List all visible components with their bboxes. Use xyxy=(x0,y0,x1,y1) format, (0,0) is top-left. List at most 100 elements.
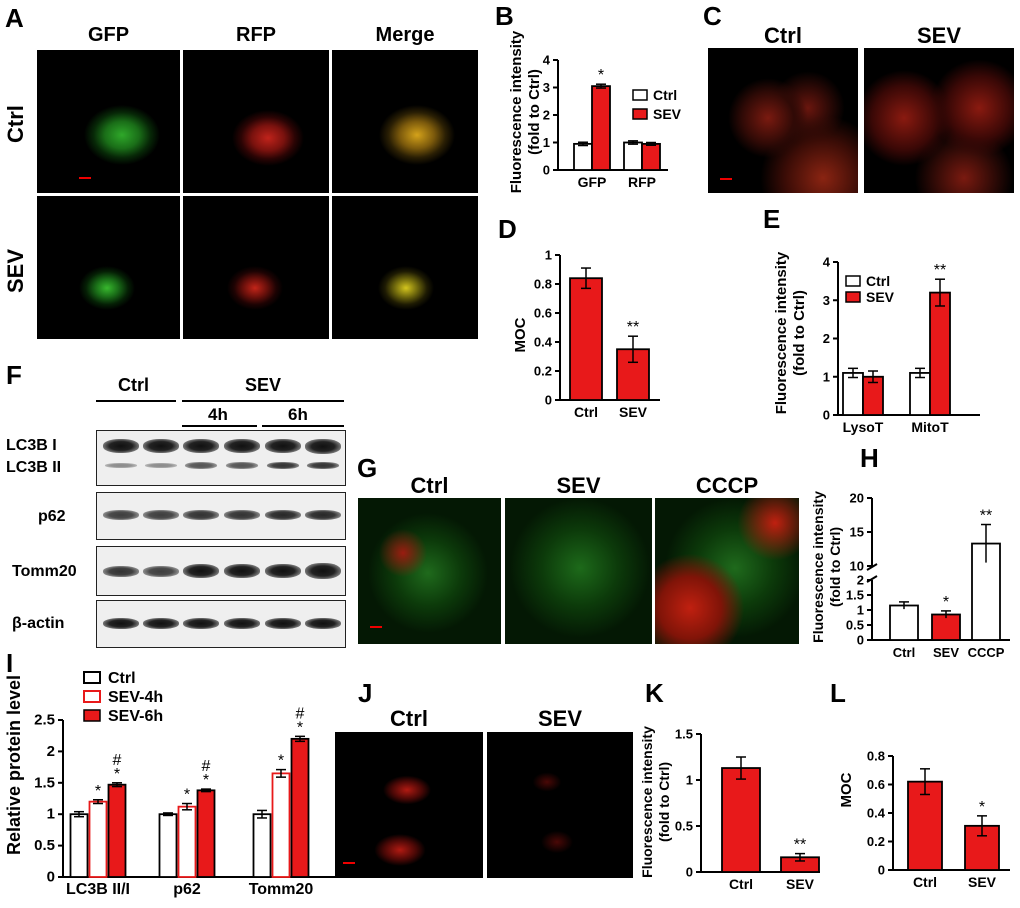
panel-label-E: E xyxy=(763,204,781,234)
e-bar xyxy=(842,372,864,416)
d-bar xyxy=(616,348,650,401)
panel-label-L: L xyxy=(830,678,846,708)
i-bar xyxy=(177,805,197,878)
h-ylabel-1: Fluorescence intensity xyxy=(810,491,826,643)
f-ctrl-label: Ctrl xyxy=(118,375,149,395)
k-ylabel-1: Fluorescence intensity xyxy=(639,726,655,878)
d-ylabel: MOC xyxy=(512,317,529,352)
f-row-bactin: β-actin xyxy=(12,615,65,632)
i-bar xyxy=(252,813,272,878)
j-col-sev: SEV xyxy=(537,706,583,731)
i-legend-ctrl: Ctrl xyxy=(108,670,136,687)
b-bar xyxy=(641,142,661,171)
l-ytick-label: 0 xyxy=(878,863,885,878)
i-bar xyxy=(290,737,310,878)
h-sig-mark: * xyxy=(943,594,949,611)
e-ytick-label: 2 xyxy=(823,331,830,346)
i-legend-sev6h-swatch xyxy=(83,709,101,722)
i-bar xyxy=(196,789,216,878)
panel-label-F: F xyxy=(6,360,22,390)
i-bar xyxy=(69,813,89,878)
k-ytick-label: 0 xyxy=(686,865,693,880)
f-row-tomm20: Tomm20 xyxy=(12,563,77,580)
i-ytick-label: 1 xyxy=(47,806,55,823)
panel-label-G: G xyxy=(357,453,378,483)
panel-label-D: D xyxy=(498,214,517,244)
f-4h-line xyxy=(182,425,257,427)
i-ytick-label: 2 xyxy=(47,743,55,760)
j-ctrl-image xyxy=(335,732,483,878)
i-xtick-label: p62 xyxy=(173,881,201,898)
l-xtick-label: Ctrl xyxy=(913,874,937,890)
c-sev-image xyxy=(864,48,1014,193)
i-legend-ctrl-swatch xyxy=(83,671,101,684)
k-sig-mark: ** xyxy=(794,837,806,854)
d-ytick-label: 0 xyxy=(545,393,552,408)
f-row-lc3bi: LC3B I xyxy=(6,437,57,454)
l-bar xyxy=(907,780,943,871)
panel-label-I: I xyxy=(6,648,14,678)
a-ctrl-merge-image xyxy=(332,50,478,193)
j-col-ctrl: Ctrl xyxy=(390,706,428,731)
e-ylabel-2: (fold to Ctrl) xyxy=(791,290,808,376)
b-bar xyxy=(623,141,643,171)
d-ytick-label: 1 xyxy=(545,248,552,263)
h-xtick-label: Ctrl xyxy=(893,645,915,660)
g-sev-image xyxy=(505,498,652,644)
g-cccp-image xyxy=(655,498,799,644)
l-ytick-label: 0.6 xyxy=(867,777,885,792)
i-sig-mark: # xyxy=(296,705,305,722)
f-row-lc3bii: LC3B II xyxy=(6,459,62,476)
f-blot-bactin xyxy=(96,600,346,648)
l-xtick-label: SEV xyxy=(968,874,997,890)
d-ytick-label: 0.8 xyxy=(534,277,552,292)
b-ytick-label: 0 xyxy=(543,163,550,178)
f-blot-tomm20 xyxy=(96,546,346,596)
l-sig-mark: * xyxy=(979,799,985,816)
a-ctrl-rfp-image xyxy=(183,50,329,193)
h-ytick-label: 10 xyxy=(850,559,864,574)
e-ytick-label: 4 xyxy=(823,255,831,270)
a-ctrl-gfp-image xyxy=(37,50,180,193)
f-sev-line xyxy=(182,400,344,402)
b-legend-ctrl: Ctrl xyxy=(653,87,677,103)
e-ytick-label: 3 xyxy=(823,293,830,308)
e-ytick-label: 1 xyxy=(823,369,830,384)
f-blot-lc3b xyxy=(96,430,346,486)
b-ylabel-1: Fluorescence intensity xyxy=(508,30,525,193)
f-sev-label: SEV xyxy=(245,375,282,395)
b-sig-mark: * xyxy=(598,67,604,84)
i-sig-mark: # xyxy=(202,758,211,775)
a-col-rfp: RFP xyxy=(236,24,276,46)
b-bar xyxy=(573,142,593,171)
i-sig-mark: * xyxy=(203,772,209,789)
h-ytick-label: 0.5 xyxy=(846,618,864,633)
k-bar xyxy=(780,856,820,873)
i-sig-mark: # xyxy=(113,752,122,769)
i-bar xyxy=(158,813,178,878)
e-legend-ctrl-swatch xyxy=(845,275,861,287)
a-sev-rfp-image xyxy=(183,196,329,339)
e-sig-mark: ** xyxy=(934,262,946,279)
b-xtick-label: RFP xyxy=(628,174,656,190)
j-sev-image xyxy=(487,732,633,878)
i-sig-mark: * xyxy=(184,787,190,804)
i-sig-mark: * xyxy=(114,766,120,783)
d-ytick-label: 0.2 xyxy=(534,364,552,379)
e-bar xyxy=(929,291,951,416)
d-xtick-label: Ctrl xyxy=(574,404,598,420)
e-bar xyxy=(909,372,931,416)
a-col-gfp: GFP xyxy=(87,24,130,46)
h-bar xyxy=(971,542,1001,641)
i-bar xyxy=(88,800,108,878)
d-ytick-label: 0.4 xyxy=(534,335,553,350)
panel-label-H: H xyxy=(860,443,879,473)
b-ytick-label: 3 xyxy=(543,80,550,95)
h-xtick-label: SEV xyxy=(933,645,959,660)
a-sev-gfp-image xyxy=(37,196,180,339)
a-sev-merge-image xyxy=(332,196,478,339)
k-ytick-label: 1 xyxy=(686,773,693,788)
h-ytick-label: 1.5 xyxy=(846,588,864,603)
k-bar xyxy=(721,767,761,873)
panel-label-J: J xyxy=(358,678,373,708)
